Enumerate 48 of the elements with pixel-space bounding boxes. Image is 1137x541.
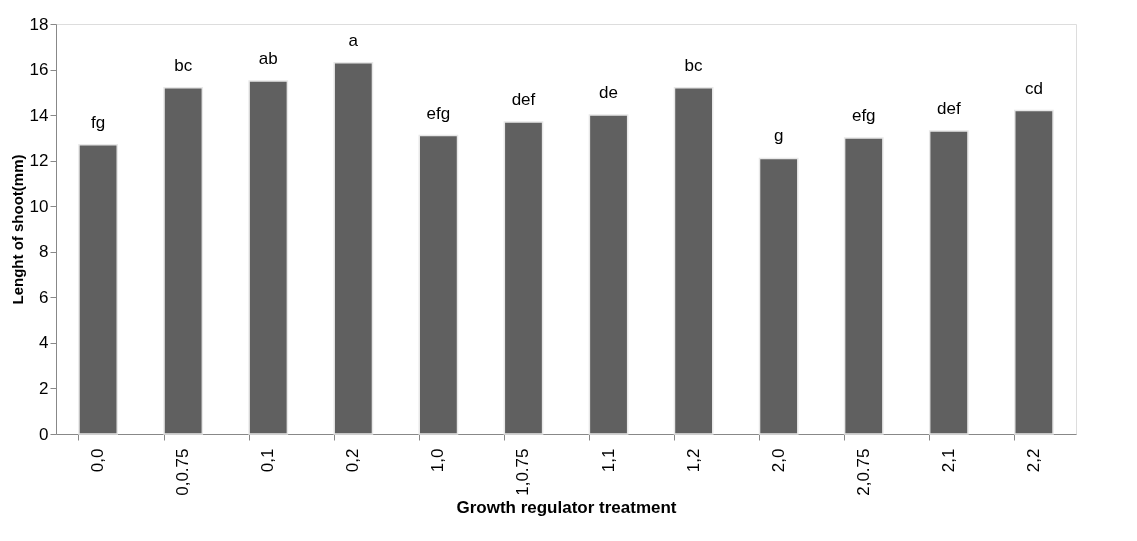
x-tick-label: 2,0.75: [853, 448, 873, 496]
x-tick-label: 0,1: [258, 448, 278, 473]
y-tick-label: 6: [39, 287, 49, 307]
x-tick-label: 2,0: [768, 448, 788, 473]
annotation: bc: [684, 55, 704, 75]
y-tick-label: 16: [29, 60, 49, 80]
annotation: fg: [91, 112, 106, 132]
bar: [418, 134, 459, 435]
x-tick-label: 1,2: [683, 448, 703, 473]
y-tick-label: 18: [29, 14, 49, 34]
annotation: def: [511, 89, 536, 109]
bar: [503, 121, 544, 435]
x-tick-label: 2,2: [1023, 448, 1043, 473]
bar: [1014, 109, 1054, 435]
x-axis-title: Growth regulator treatment: [456, 497, 677, 517]
bar: [163, 87, 204, 435]
annotation: efg: [851, 105, 876, 125]
bar: [588, 114, 629, 435]
y-tick-label: 12: [29, 151, 49, 171]
x-tick-label: 0,0: [88, 448, 108, 473]
y-tick-label: 0: [39, 424, 49, 444]
bar: [843, 137, 884, 435]
x-tick-label: 0,2: [343, 448, 363, 473]
x-tick-label: 2,1: [938, 448, 958, 473]
y-tick-label: 14: [29, 105, 49, 125]
annotation: g: [773, 126, 784, 146]
bar: [248, 80, 289, 435]
y-axis-title: Lenght of shoot(mm): [8, 154, 26, 305]
bar: [78, 143, 118, 435]
annotation: a: [348, 30, 359, 50]
x-tick-label: 0,0.75: [173, 448, 193, 496]
annotation: de: [599, 83, 618, 103]
x-tick-label: 1,1: [598, 448, 618, 473]
bar: [333, 61, 374, 435]
annotation: cd: [1024, 78, 1043, 98]
bar: [928, 130, 969, 435]
bar: [673, 87, 714, 435]
y-tick-label: 4: [39, 333, 49, 353]
annotation: def: [937, 99, 961, 119]
annotation: ab: [258, 48, 278, 68]
x-tick-label: 1,0: [428, 448, 448, 473]
bar: [758, 157, 799, 435]
annotation: bc: [174, 55, 193, 75]
y-tick-label: 10: [29, 196, 49, 216]
x-tick-label: 1,0.75: [513, 448, 533, 496]
y-tick-label: 8: [39, 242, 49, 262]
y-tick-label: 2: [39, 378, 49, 398]
annotation: efg: [426, 103, 451, 123]
